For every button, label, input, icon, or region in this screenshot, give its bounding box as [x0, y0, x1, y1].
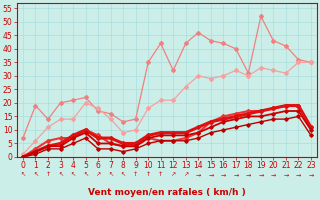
- X-axis label: Vent moyen/en rafales ( km/h ): Vent moyen/en rafales ( km/h ): [88, 188, 246, 197]
